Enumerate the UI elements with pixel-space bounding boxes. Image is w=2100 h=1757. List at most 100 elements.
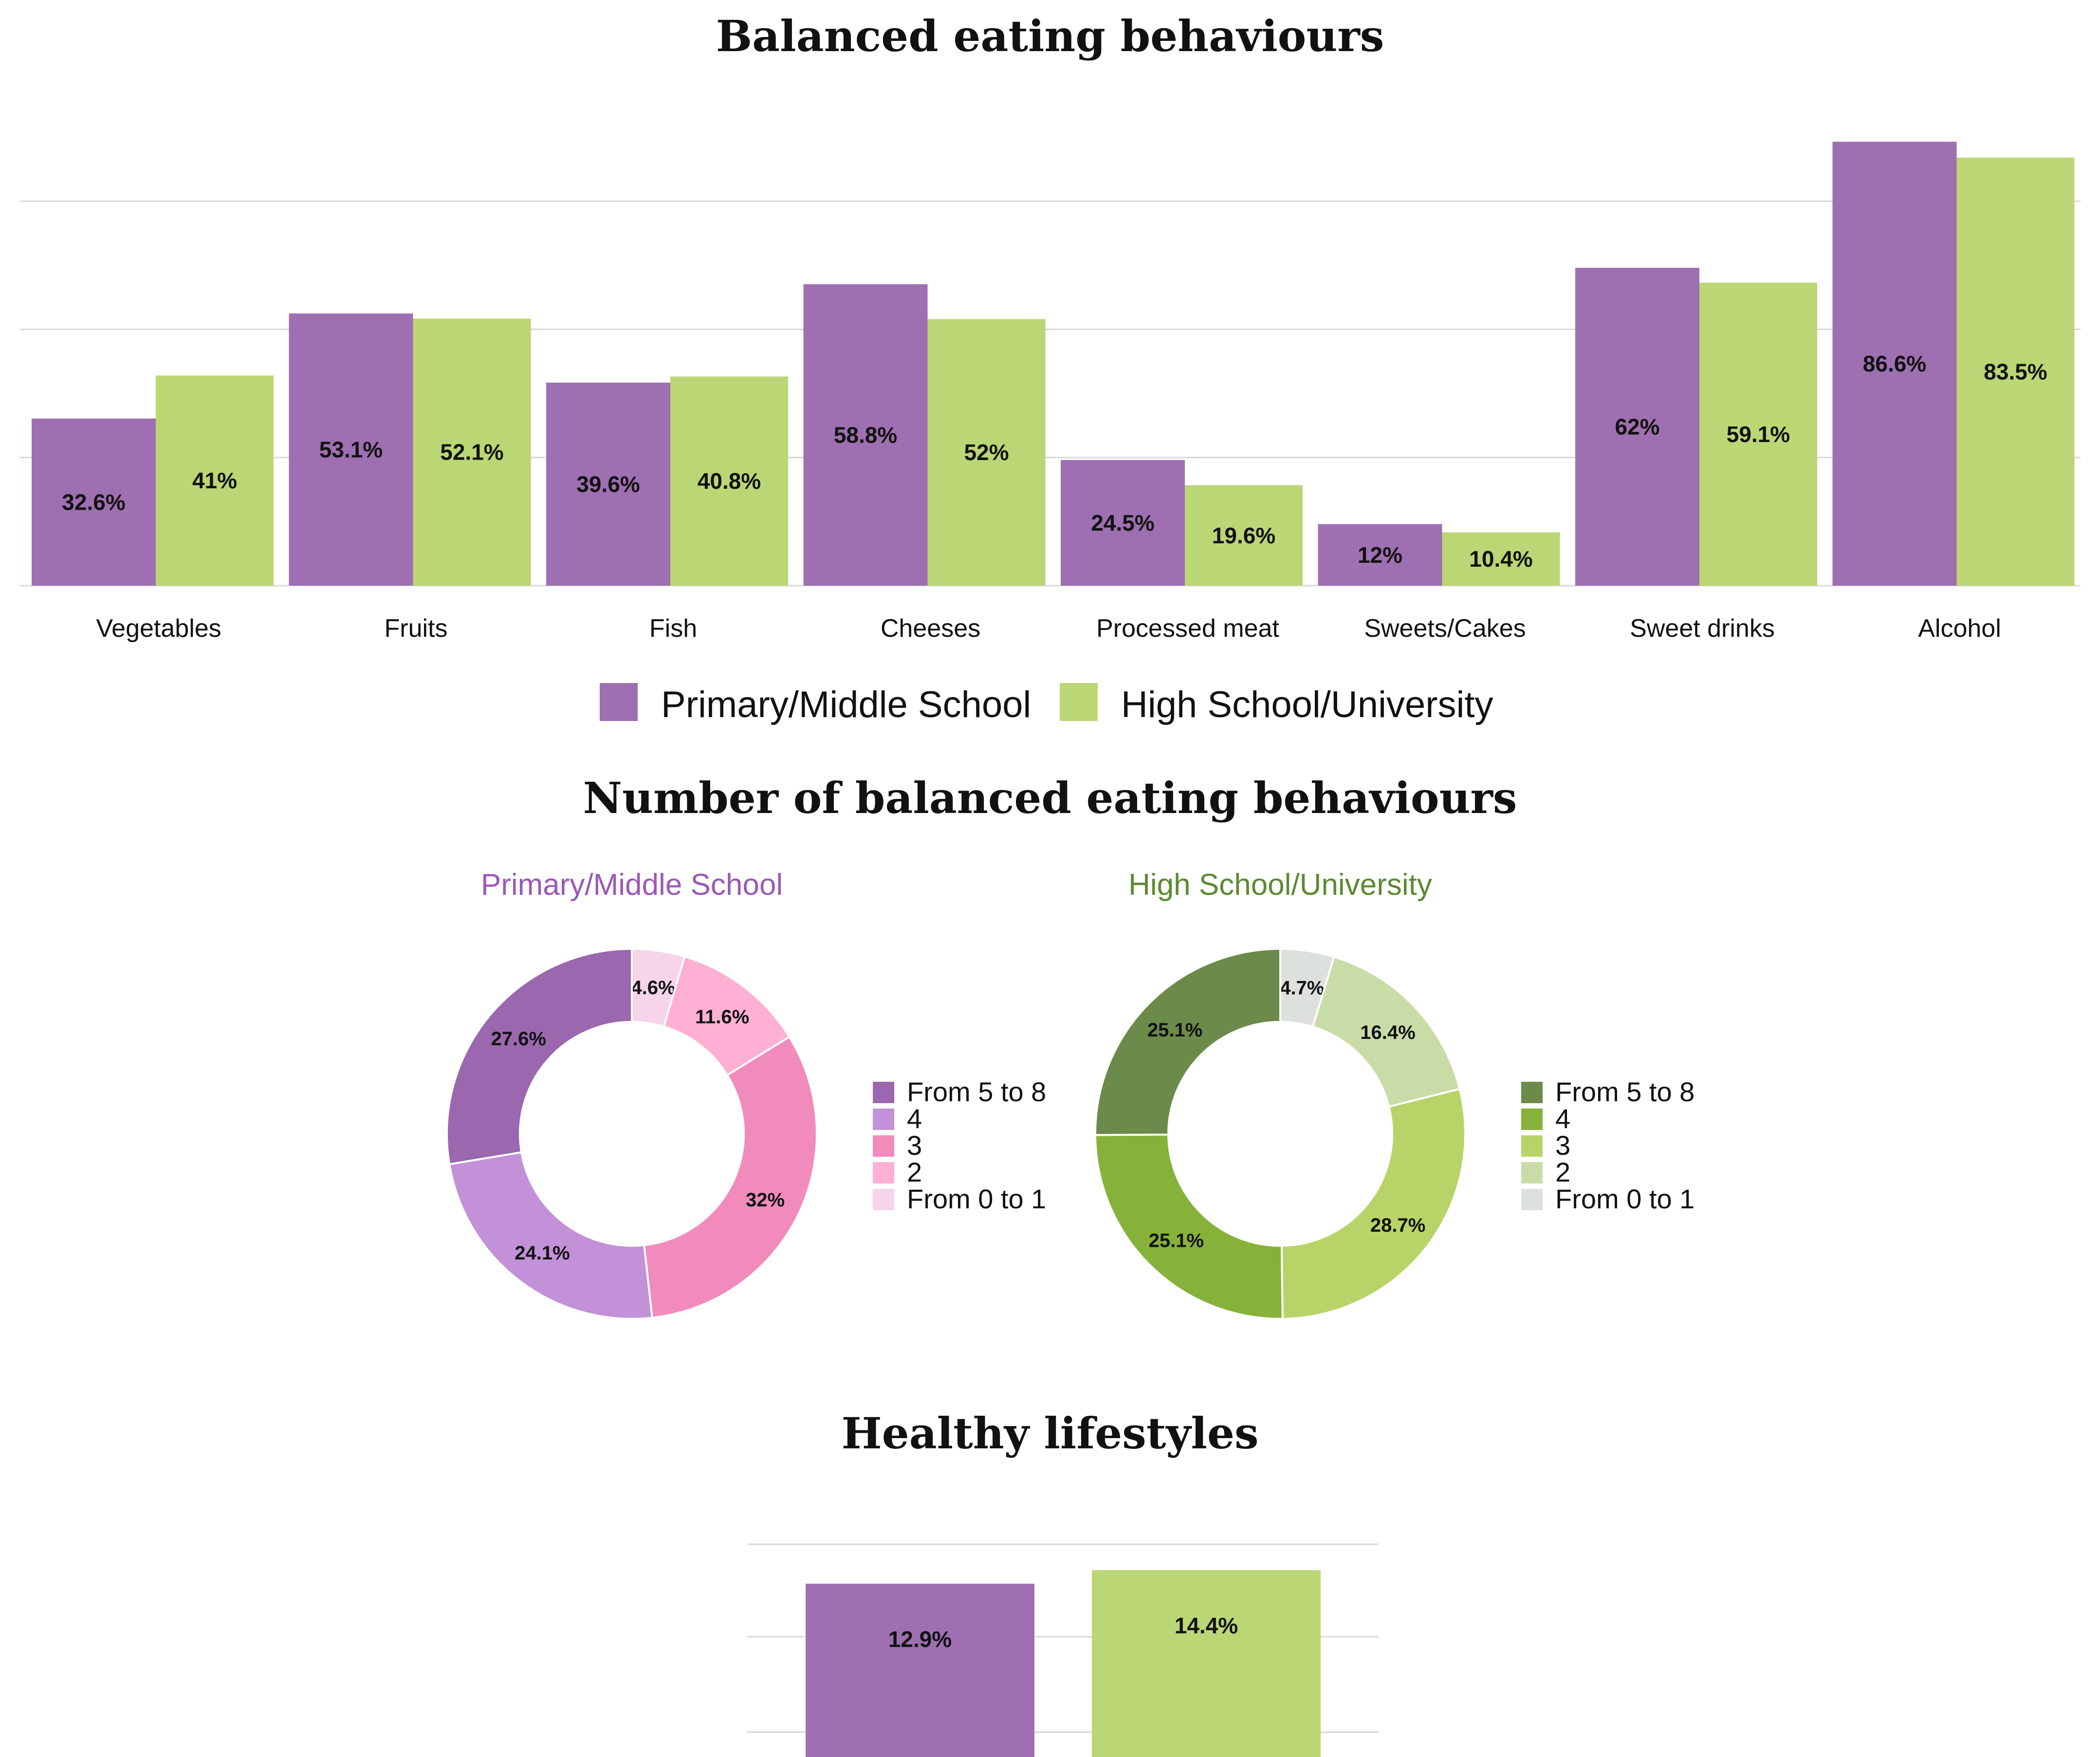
- legend-label: From 0 to 1: [907, 1184, 1046, 1214]
- legend-label: 3: [1555, 1130, 1570, 1161]
- bar-primary: [1318, 524, 1442, 586]
- bar-high: [670, 376, 788, 586]
- donut-primary-subtitle: Primary/Middle School: [481, 868, 783, 902]
- legend-label: From 5 to 8: [1555, 1076, 1695, 1107]
- bar-label-high: 19.6%: [1212, 523, 1275, 548]
- legend-label-high: High School/University: [1121, 684, 1493, 725]
- donut-slice-label: 32%: [746, 1189, 785, 1211]
- donut-primary: 4.6% 11.6% 32% 24.1% 27.6%: [446, 947, 818, 1320]
- bar-label-high: 59.1%: [1727, 422, 1790, 447]
- donut-slice-label: 28.7%: [1370, 1215, 1425, 1236]
- bar-primary: [32, 418, 156, 586]
- donut-high-subtitle: High School/University: [1128, 868, 1432, 902]
- legend-label: 2: [907, 1157, 922, 1187]
- bar-label-primary: 12%: [1358, 542, 1402, 568]
- category-label: Alcohol: [1918, 614, 2001, 643]
- bar-label-high: 41%: [192, 468, 237, 493]
- donut-slice: [1094, 1133, 1284, 1320]
- bar-label-primary: 58.8%: [834, 422, 897, 447]
- legend-swatch: [873, 1189, 894, 1210]
- donut-section-title: Number of balanced eating behaviours: [583, 773, 1517, 823]
- donut-high: 4.7% 16.4% 28.7% 25.1% 25.1%: [1094, 947, 1466, 1320]
- bar-primary: [806, 1584, 1034, 1757]
- bar-label-primary: 53.1%: [319, 437, 383, 462]
- legend-label: From 5 to 8: [907, 1076, 1046, 1107]
- donut-slice-label: 27.6%: [491, 1028, 546, 1050]
- legend-swatch: [873, 1135, 894, 1157]
- bar-high: [1956, 157, 2075, 586]
- category-label: Sweets/Cakes: [1364, 614, 1526, 643]
- legend-swatch: [1521, 1135, 1543, 1157]
- donut-slice: [1311, 955, 1461, 1108]
- legend-label-primary: Primary/Middle School: [661, 684, 1031, 725]
- bar-label-high: 40.8%: [698, 468, 761, 494]
- donut-slice: [446, 947, 633, 1165]
- bar-chart-category-labels: Vegetables Fruits Fish Cheeses Processed mea…: [96, 614, 2001, 643]
- healthy-lifestyles-title: Healthy lifestyles: [842, 1408, 1259, 1459]
- category-label: Fruits: [385, 614, 448, 643]
- donut-slice-label: 4.6%: [631, 977, 675, 999]
- legend-swatch-primary: [600, 683, 638, 721]
- bar-label-primary: 12.9%: [888, 1627, 952, 1652]
- category-label: Vegetables: [96, 614, 221, 643]
- category-label: Processed meat: [1096, 614, 1279, 643]
- bar-chart-value-labels: 32.6% 41% 53.1% 52.1% 39.6% 40.8% 58.8% 52% 24.5…: [62, 351, 2047, 572]
- bar-label-primary: 39.6%: [576, 472, 640, 497]
- legend-swatch: [873, 1109, 894, 1130]
- donut-slice: [1094, 947, 1281, 1136]
- healthy-lifestyles-chart: 12.9% 14.4%: [747, 1543, 1379, 1757]
- bar-label-primary: 32.6%: [62, 489, 125, 515]
- bar-high: [156, 375, 274, 586]
- bar-chart-bars: [32, 142, 2075, 586]
- bar-label-primary: 24.5%: [1091, 510, 1154, 536]
- legend-swatch-high: [1060, 683, 1098, 721]
- donut-slice-label: 25.1%: [1147, 1019, 1202, 1041]
- donut-slice-label: 25.1%: [1149, 1230, 1204, 1252]
- legend-label: 4: [1555, 1103, 1570, 1134]
- bar-high: [1699, 282, 1817, 586]
- bar-primary: [1832, 142, 1957, 586]
- bar-primary: [1575, 268, 1699, 586]
- bar-high: [1442, 532, 1560, 586]
- legend-swatch: [1521, 1189, 1543, 1210]
- bar-primary: [546, 383, 670, 586]
- bar-label-high: 10.4%: [1469, 546, 1532, 572]
- legend-swatch: [1521, 1162, 1543, 1184]
- donut-slice-label: 16.4%: [1360, 1022, 1415, 1043]
- bar-high: [1092, 1570, 1321, 1757]
- category-label: Sweet drinks: [1630, 614, 1775, 643]
- bar-chart-legend: Primary/Middle School High School/Univer…: [600, 683, 1493, 725]
- bar-label-primary: 62%: [1615, 414, 1659, 440]
- bar-label-high: 83.5%: [1984, 359, 2047, 384]
- donut-slice-label: 4.7%: [1280, 977, 1324, 999]
- bar-primary: [803, 284, 928, 586]
- bar-high: [927, 319, 1046, 586]
- bar-primary: [1061, 460, 1185, 586]
- legend-swatch: [1521, 1109, 1543, 1130]
- donut-slice: [643, 1036, 818, 1319]
- bar-label-high: 14.4%: [1175, 1613, 1238, 1638]
- bar-chart-title: Balanced eating behaviours: [716, 11, 1384, 61]
- bar-label-high: 52%: [964, 440, 1009, 465]
- category-label: Fish: [649, 614, 697, 643]
- donut-slice-label: 11.6%: [695, 1006, 749, 1028]
- donut-slice: [448, 1151, 653, 1320]
- bar-primary: [289, 313, 413, 586]
- legend-swatch: [1521, 1082, 1543, 1103]
- donut-slice-label: 24.1%: [515, 1242, 570, 1264]
- legend-label: 4: [907, 1103, 922, 1134]
- legend-label: 2: [1555, 1157, 1570, 1187]
- bar-label-high: 52.1%: [440, 440, 503, 465]
- bar-high: [413, 318, 531, 586]
- bar-high: [1185, 485, 1303, 586]
- legend-label: From 0 to 1: [1555, 1184, 1695, 1214]
- category-label: Cheeses: [881, 614, 980, 643]
- legend-swatch: [873, 1082, 894, 1103]
- legend-swatch: [873, 1162, 894, 1184]
- bar-label-primary: 86.6%: [1863, 351, 1926, 376]
- donut-slice: [1280, 1088, 1466, 1320]
- legend-label: 3: [907, 1130, 922, 1161]
